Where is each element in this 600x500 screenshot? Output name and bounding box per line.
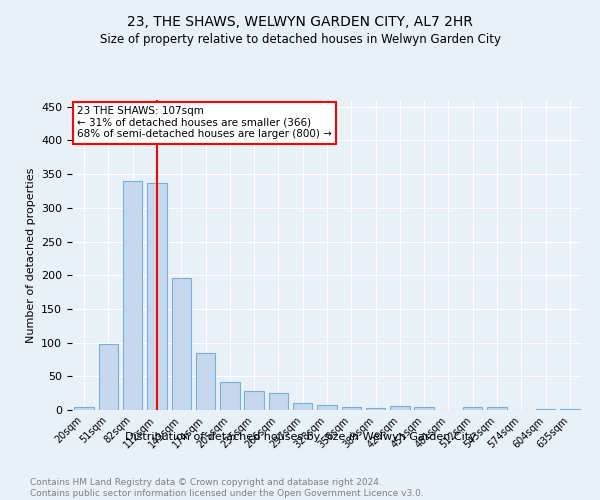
Text: Size of property relative to detached houses in Welwyn Garden City: Size of property relative to detached ho… <box>100 32 500 46</box>
Bar <box>487 408 507 410</box>
Bar <box>415 406 434 410</box>
Bar <box>123 181 142 410</box>
Bar <box>147 183 167 410</box>
Bar <box>390 406 410 410</box>
Bar <box>220 382 239 410</box>
Bar <box>269 393 288 410</box>
Bar <box>244 391 264 410</box>
Y-axis label: Number of detached properties: Number of detached properties <box>26 168 35 342</box>
Bar <box>74 406 94 410</box>
Bar <box>463 408 482 410</box>
Bar <box>99 344 118 410</box>
Text: Distribution of detached houses by size in Welwyn Garden City: Distribution of detached houses by size … <box>125 432 475 442</box>
Bar <box>317 406 337 410</box>
Text: 23 THE SHAWS: 107sqm
← 31% of detached houses are smaller (366)
68% of semi-deta: 23 THE SHAWS: 107sqm ← 31% of detached h… <box>77 106 332 140</box>
Bar <box>341 406 361 410</box>
Text: Contains HM Land Registry data © Crown copyright and database right 2024.
Contai: Contains HM Land Registry data © Crown c… <box>30 478 424 498</box>
Bar <box>536 408 555 410</box>
Bar <box>293 404 313 410</box>
Bar <box>366 408 385 410</box>
Bar <box>196 354 215 410</box>
Text: 23, THE SHAWS, WELWYN GARDEN CITY, AL7 2HR: 23, THE SHAWS, WELWYN GARDEN CITY, AL7 2… <box>127 15 473 29</box>
Bar <box>172 278 191 410</box>
Bar <box>560 408 580 410</box>
